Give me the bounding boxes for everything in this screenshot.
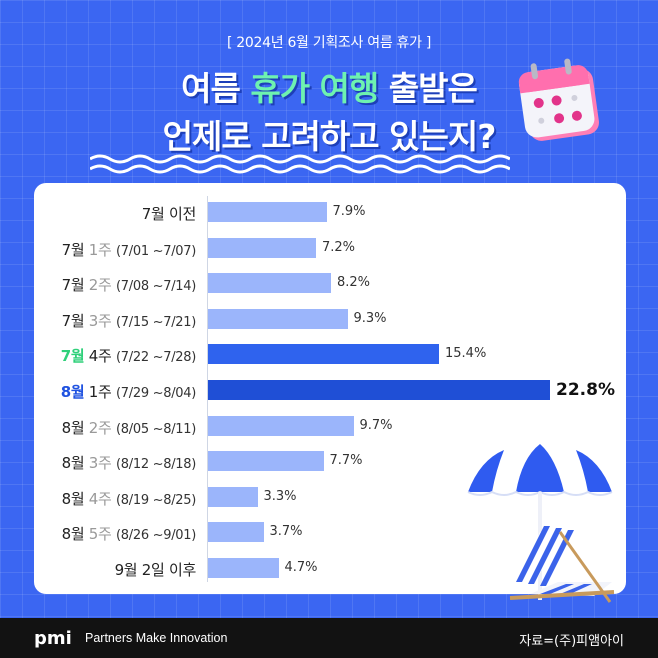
category-label: 8월 5주 (8/26 ~9/01) [61, 525, 197, 544]
subtitle: [ 2024년 6월 기획조사 여름 휴가 ] [226, 35, 432, 51]
category-label: 7월 이전 [141, 205, 197, 223]
title-line-2: 언제로 고려하고 있는지? [162, 117, 497, 156]
footer-bar [0, 618, 658, 658]
data-label: 7.2% [322, 239, 356, 255]
title-accent: 휴가 여행 [250, 69, 379, 108]
category-label: 7월 3주 (7/15 ~7/21) [61, 311, 197, 330]
category-label: 8월 1주 (7/29 ~8/04) [60, 383, 197, 401]
data-source: 자료=(주)피앰아이 [519, 634, 624, 649]
bar [208, 202, 327, 222]
data-label: 7.7% [329, 453, 363, 469]
category-label: 7월 1주 (7/01 ~7/07) [61, 240, 197, 259]
bar [208, 344, 439, 365]
category-label: 9월 2일 이후 [114, 561, 197, 579]
title-line-1: 여름 휴가 여행 출발은 [0, 62, 658, 110]
calendar-icon [518, 58, 599, 141]
data-label: 22.8% [556, 380, 615, 400]
beach-umbrella-chair-icon [467, 444, 615, 603]
svg-text:pmi: pmi [34, 628, 72, 648]
bar [208, 486, 258, 507]
category-label: 7월 2주 (7/08 ~7/14) [61, 276, 197, 295]
category-label: 8월 4주 (8/19 ~8/25) [61, 489, 197, 508]
footer-tagline: Partners Make Innovation [85, 631, 228, 645]
data-label: 8.2% [337, 275, 371, 291]
bar [208, 451, 324, 472]
data-label: 15.4% [445, 346, 487, 362]
title-word-3: 출발은 [388, 69, 478, 108]
category-label: 8월 2주 (8/05 ~8/11) [61, 418, 197, 437]
data-label: 4.7% [284, 560, 318, 575]
category-label: 8월 3주 (8/12 ~8/18) [61, 454, 197, 473]
chart-axis-line [207, 196, 208, 582]
bar [208, 522, 264, 543]
data-label: 7.9% [332, 204, 366, 219]
data-label: 9.7% [359, 417, 393, 433]
wave-decoration-icon [90, 154, 510, 174]
bar [208, 308, 348, 329]
bar [208, 380, 550, 400]
bar [208, 415, 354, 436]
pmi-logo-icon: pmi [34, 628, 72, 648]
bar [208, 558, 279, 578]
category-label: 7월 4주 (7/22 ~7/28) [60, 347, 197, 366]
data-label: 3.7% [269, 524, 303, 540]
data-label: 9.3% [353, 310, 387, 326]
title-word-1: 여름 [181, 69, 241, 108]
bar [208, 273, 331, 294]
data-label: 3.3% [263, 488, 297, 504]
bar [208, 237, 316, 258]
